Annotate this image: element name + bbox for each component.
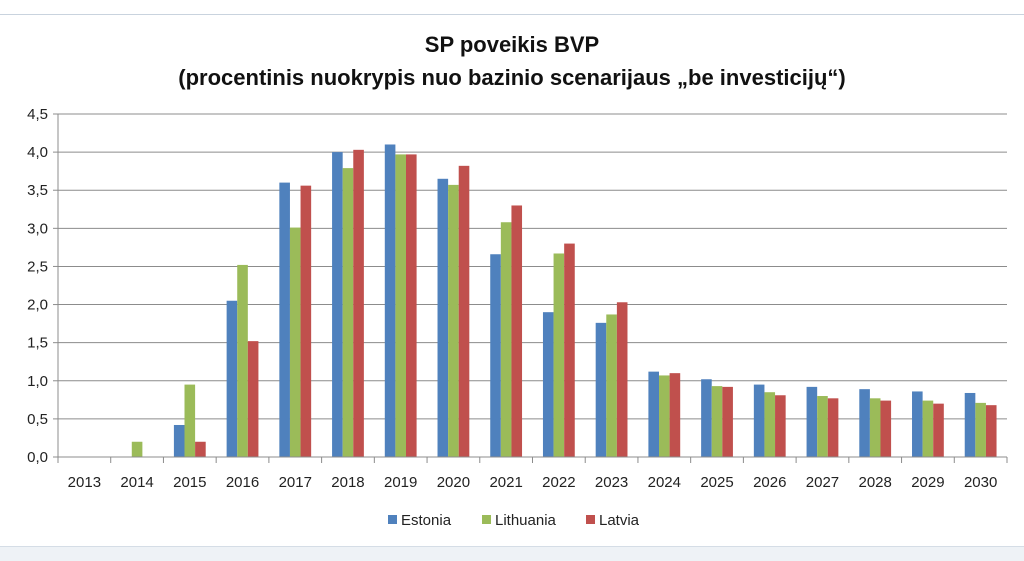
legend-label-estonia: Estonia <box>401 512 452 529</box>
x-tick-label: 2028 <box>859 474 892 491</box>
bar-lithuania <box>395 154 406 458</box>
bar-lithuania <box>975 402 986 457</box>
x-tick-label: 2030 <box>964 474 997 491</box>
bar-lithuania <box>237 264 248 457</box>
x-tick-label: 2024 <box>648 474 681 491</box>
bar-estonia <box>490 254 501 457</box>
bar-estonia <box>384 144 396 457</box>
bar-estonia <box>964 392 976 457</box>
bar-lithuania <box>922 400 934 457</box>
bar-latvia <box>933 403 944 457</box>
bar-lithuania <box>184 384 196 457</box>
bars <box>131 144 997 458</box>
bar-latvia <box>985 405 997 457</box>
bar-estonia <box>859 389 870 457</box>
window-top-border <box>0 0 1024 15</box>
bar-lithuania <box>289 227 301 457</box>
bar-chart: 0,00,51,01,52,02,53,03,54,04,5 2013 2014 2… <box>27 106 1008 529</box>
bar-estonia <box>173 424 185 457</box>
chart-title: SP poveikis BVP <box>424 32 600 57</box>
x-tick-label: 2025 <box>700 474 733 491</box>
bar-latvia <box>564 243 575 457</box>
bar-latvia <box>669 373 681 457</box>
bar-latvia <box>458 165 470 457</box>
legend-swatch-latvia <box>586 515 595 524</box>
y-tick-label: 0,5 <box>27 411 48 428</box>
bar-latvia <box>511 205 523 457</box>
bar-estonia <box>753 384 765 457</box>
chart-subtitle: (procentinis nuokrypis nuo bazinio scena… <box>178 65 846 90</box>
bar-latvia <box>405 154 417 458</box>
y-tick-label: 2,0 <box>27 297 48 314</box>
bar-estonia <box>332 152 343 457</box>
y-tick-label: 3,5 <box>27 182 48 199</box>
y-axis-ticks: 0,0 0,5 1,0 1,5 2,0 2,5 3,0 3,5 4,0 4,5 <box>27 106 58 466</box>
x-tick-label: 2020 <box>437 474 470 491</box>
bar-lithuania <box>500 222 512 457</box>
bar-lithuania <box>869 398 881 457</box>
y-tick-label: 1,0 <box>27 373 48 390</box>
legend-label-latvia: Latvia <box>599 512 640 529</box>
legend-swatch-estonia <box>388 515 397 524</box>
grid-lines <box>58 113 1007 420</box>
y-tick-label: 4,5 <box>27 106 48 123</box>
legend-label-lithuania: Lithuania <box>495 512 557 529</box>
x-tick-label: 2014 <box>120 474 153 491</box>
x-tick-label: 2016 <box>226 474 259 491</box>
bar-estonia <box>912 391 923 457</box>
bar-estonia <box>806 386 818 457</box>
bar-estonia <box>701 379 712 457</box>
bar-lithuania <box>764 392 776 457</box>
x-tick-label: 2013 <box>68 474 101 491</box>
bar-latvia <box>616 302 628 457</box>
bar-lithuania <box>448 184 459 458</box>
x-tick-label: 2022 <box>542 474 575 491</box>
bar-latvia <box>722 386 733 457</box>
x-tick-label: 2019 <box>384 474 417 491</box>
chart-title-block: SP poveikis BVP (procentinis nuokrypis n… <box>0 28 1024 94</box>
bar-latvia <box>300 185 312 457</box>
bar-latvia <box>880 400 892 457</box>
bar-lithuania <box>711 386 723 457</box>
bar-lithuania <box>553 253 565 457</box>
x-axis-ticks: 2013 2014 2015 2016 2017 2018 2019 2020 2021 2022… <box>57 457 1008 491</box>
bar-latvia <box>353 149 364 457</box>
bar-estonia <box>648 371 660 457</box>
y-tick-label: 1,5 <box>27 335 48 352</box>
y-tick-label: 2,5 <box>27 258 48 275</box>
bar-estonia <box>437 178 449 458</box>
x-tick-label: 2023 <box>595 474 628 491</box>
bar-lithuania <box>659 375 670 457</box>
bar-latvia <box>195 441 206 457</box>
bar-lithuania <box>342 168 354 457</box>
window-bottom-border <box>0 546 1024 561</box>
bar-lithuania <box>817 396 828 457</box>
x-tick-label: 2026 <box>753 474 786 491</box>
x-tick-label: 2017 <box>279 474 312 491</box>
x-tick-label: 2015 <box>173 474 206 491</box>
bar-estonia <box>595 322 607 457</box>
bar-lithuania <box>131 441 143 457</box>
y-tick-label: 4,0 <box>27 144 48 161</box>
y-tick-label: 3,0 <box>27 220 48 237</box>
x-tick-label: 2029 <box>911 474 944 491</box>
bar-latvia <box>247 341 259 457</box>
bar-estonia <box>279 182 290 457</box>
legend-swatch-lithuania <box>482 515 491 524</box>
bar-estonia <box>542 312 554 457</box>
x-tick-label: 2027 <box>806 474 839 491</box>
x-tick-label: 2018 <box>331 474 364 491</box>
bar-lithuania <box>606 314 617 457</box>
legend: Estonia Lithuania Latvia <box>388 512 640 529</box>
x-tick-label: 2021 <box>489 474 522 491</box>
bar-latvia <box>827 398 839 457</box>
bar-estonia <box>226 300 238 457</box>
bar-latvia <box>775 395 786 457</box>
y-tick-label: 0,0 <box>27 449 48 466</box>
